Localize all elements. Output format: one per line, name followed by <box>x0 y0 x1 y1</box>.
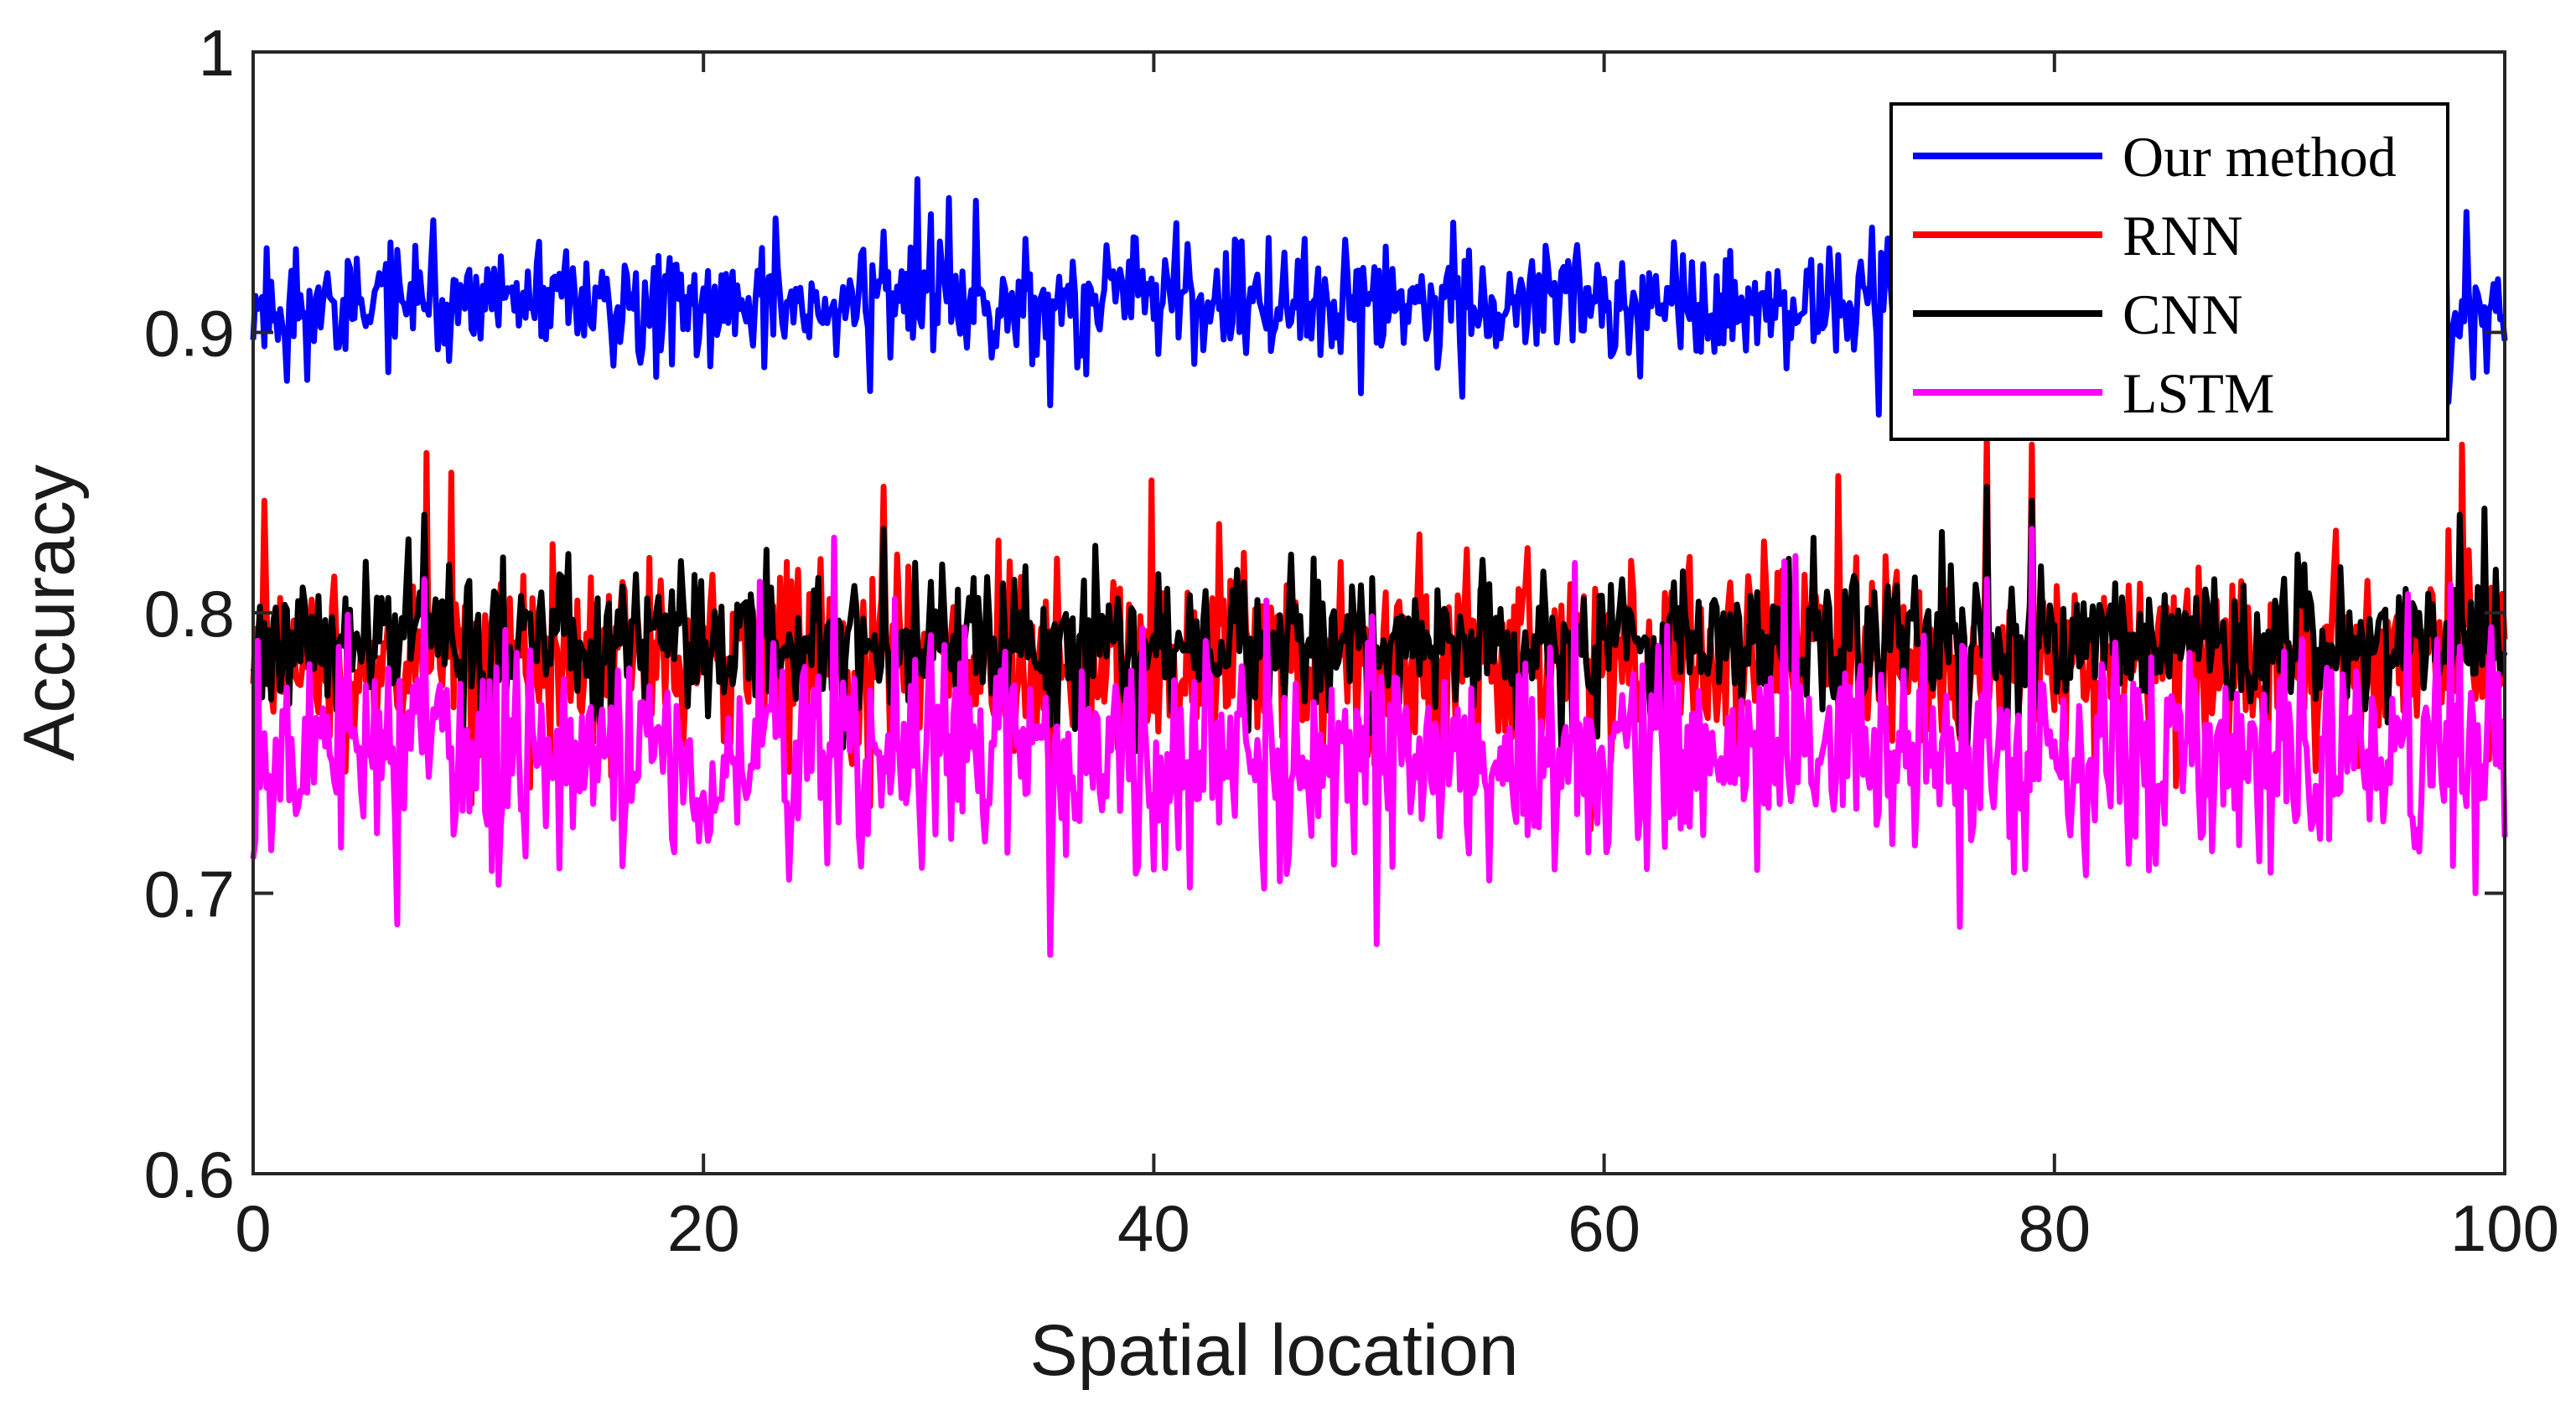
legend-box <box>1889 102 2449 441</box>
x-tick-label: 60 <box>1568 1191 1640 1265</box>
legend-label-rnn: RNN <box>2122 204 2243 267</box>
y-axis-label: Accuracy <box>9 464 90 761</box>
series-line-lstm <box>250 526 2508 958</box>
legend-label-lstm: LSTM <box>2122 361 2274 425</box>
x-tick-label: 0 <box>235 1191 271 1265</box>
x-tick-label: 40 <box>1117 1191 1190 1265</box>
legend: Our method RNN CNN LSTM <box>1889 102 2449 441</box>
y-tick-label: 0.9 <box>144 297 235 371</box>
axis-ticks: 0 20 40 60 80 100 0.6 0.7 0.8 0.9 1 <box>144 16 2560 1265</box>
x-axis-label: Spatial location <box>1029 1310 1518 1391</box>
legend-label-cnn: CNN <box>2122 283 2243 346</box>
x-tick-label: 80 <box>2018 1191 2091 1265</box>
y-tick-label: 0.6 <box>144 1138 235 1211</box>
legend-label-our-method: Our method <box>2122 125 2397 189</box>
x-tick-label: 20 <box>667 1191 740 1265</box>
legend-items: Our method RNN CNN LSTM <box>1913 125 2397 425</box>
y-tick-label: 0.7 <box>144 858 235 931</box>
x-tick-label: 100 <box>2450 1191 2559 1265</box>
y-tick-label: 1 <box>199 16 235 90</box>
y-tick-label: 0.8 <box>144 577 235 651</box>
